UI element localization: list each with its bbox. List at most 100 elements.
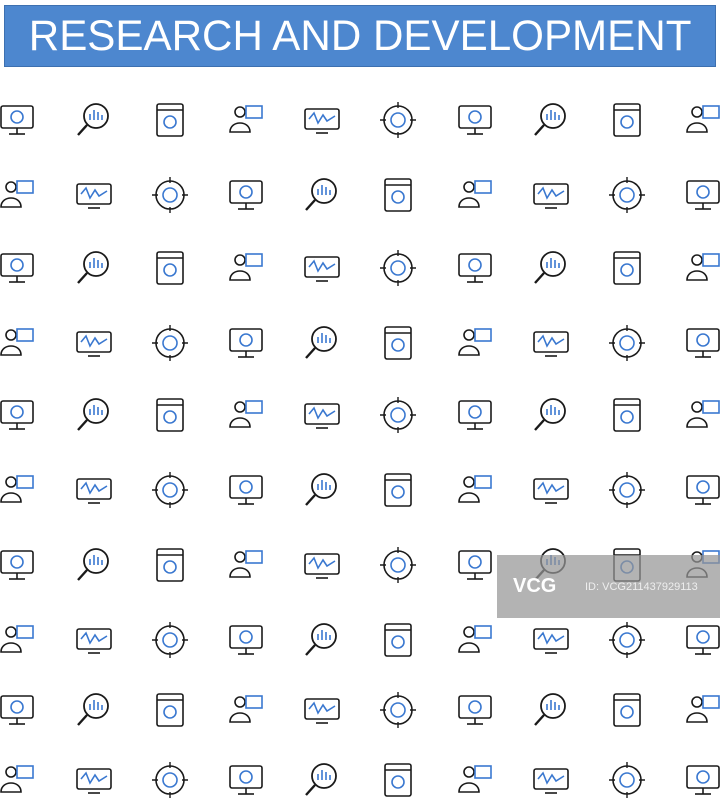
watermark-logo: VCG [513, 575, 557, 597]
team-idea-icon [531, 323, 571, 363]
magnifier-pulse-icon [74, 470, 114, 510]
team-network-icon [378, 248, 418, 288]
computer-analytics-icon [531, 100, 571, 140]
focus-chart-icon [378, 323, 418, 363]
support-agent-icon [378, 760, 418, 800]
telescope-icon [607, 620, 647, 660]
touch-screen-icon [378, 175, 418, 215]
monitor-pulse-icon [683, 760, 720, 800]
report-search-icon [531, 248, 571, 288]
meeting-board-icon [607, 175, 647, 215]
monitor-layout-icon [302, 100, 342, 140]
user-chart-icon [378, 545, 418, 585]
document-search-icon [74, 395, 114, 435]
analysis-board-icon [150, 395, 190, 435]
tablet-flowchart-icon [0, 175, 37, 215]
phone-gears-icon [607, 760, 647, 800]
magnifier-user-icon [683, 100, 720, 140]
team-target-icon [226, 395, 266, 435]
magnifier-team-icon [302, 395, 342, 435]
team-search-icon [607, 248, 647, 288]
chart-magnifier-icon [150, 248, 190, 288]
report-eye-icon [0, 248, 37, 288]
laptop-cloud-icon [607, 470, 647, 510]
money-search-icon [302, 470, 342, 510]
laptop-video-icon [378, 620, 418, 660]
magnifier-target-icon [302, 545, 342, 585]
eye-pin-icon [226, 620, 266, 660]
user-hand-icon [74, 545, 114, 585]
box-team-icon [607, 323, 647, 363]
magnifier-plus-icon [74, 690, 114, 730]
checklist-icon [150, 323, 190, 363]
box-search-icon [531, 470, 571, 510]
web-search-icon [74, 620, 114, 660]
emotion-faces-icon [455, 395, 495, 435]
page-title: RESEARCH AND DEVELOPMENT [28, 11, 692, 60]
dollar-target-icon [455, 248, 495, 288]
video-presenter-icon [150, 620, 190, 660]
magnifier-list-icon [455, 690, 495, 730]
team-network-icon [531, 690, 571, 730]
lab-desk-icon [302, 248, 342, 288]
wave-search-icon [74, 760, 114, 800]
monitor-wave-icon [74, 175, 114, 215]
book-user-icon [226, 248, 266, 288]
idea-puzzle-icon [302, 323, 342, 363]
monitor-gears-icon [0, 760, 37, 800]
chat-bubbles-icon [0, 545, 37, 585]
monitor-growth-icon [455, 175, 495, 215]
desk-computer-icon [0, 100, 37, 140]
laptop-dollar-icon [683, 248, 720, 288]
user-screen-icon [74, 248, 114, 288]
calendar-search-icon [0, 470, 37, 510]
magnifier-molecule-icon [302, 620, 342, 660]
user-search-icon [0, 690, 37, 730]
magnifier-chart-icon [150, 100, 190, 140]
watermark: VCG ID: VCG211437929113 [497, 555, 720, 618]
magnifier-virus-icon [683, 690, 720, 730]
watermark-id: ID: VCG211437929113 [585, 580, 698, 593]
magnifier-virus-icon [150, 545, 190, 585]
web-research-icon [74, 100, 114, 140]
award-icon [226, 545, 266, 585]
magnifier-gear-icon [150, 470, 190, 510]
brain-gears-icon [0, 323, 37, 363]
magnifier-graph-icon [378, 690, 418, 730]
experiment-tube-icon [150, 175, 190, 215]
monitor-analysis-icon [226, 323, 266, 363]
lab-worker-icon [150, 690, 190, 730]
video-tablet-icon [455, 100, 495, 140]
laptop-chart-icon [378, 470, 418, 510]
cycle-search-icon [226, 690, 266, 730]
chat-user-icon [683, 470, 720, 510]
checklist-search-icon [683, 395, 720, 435]
info-search-icon [302, 760, 342, 800]
tablet-chart-icon [455, 760, 495, 800]
tablet-analysis-icon [0, 620, 37, 660]
presentation-icon [683, 323, 720, 363]
laptop-info-icon [531, 760, 571, 800]
monitor-search-icon [683, 175, 720, 215]
user-monitor-icon [226, 100, 266, 140]
monitor-target-icon [378, 100, 418, 140]
magnifier-cart-icon [302, 690, 342, 730]
laptop-video-icon [455, 620, 495, 660]
teacher-question-icon [607, 395, 647, 435]
book-tablet-icon [455, 470, 495, 510]
idea-bulb-icon [531, 395, 571, 435]
monitor-magnifier-icon [150, 760, 190, 800]
laptop-play-icon [531, 620, 571, 660]
calendar-search-icon [455, 323, 495, 363]
presenter-icon [531, 175, 571, 215]
chart-search-icon [226, 470, 266, 510]
head-question-icon [74, 323, 114, 363]
target-document-icon [226, 175, 266, 215]
team-cycle-icon [607, 690, 647, 730]
title-banner: RESEARCH AND DEVELOPMENT [4, 5, 716, 67]
laptop-user-icon [607, 100, 647, 140]
team-meeting-icon [683, 620, 720, 660]
monitor-security-icon [302, 175, 342, 215]
clipboard-check-icon [378, 395, 418, 435]
